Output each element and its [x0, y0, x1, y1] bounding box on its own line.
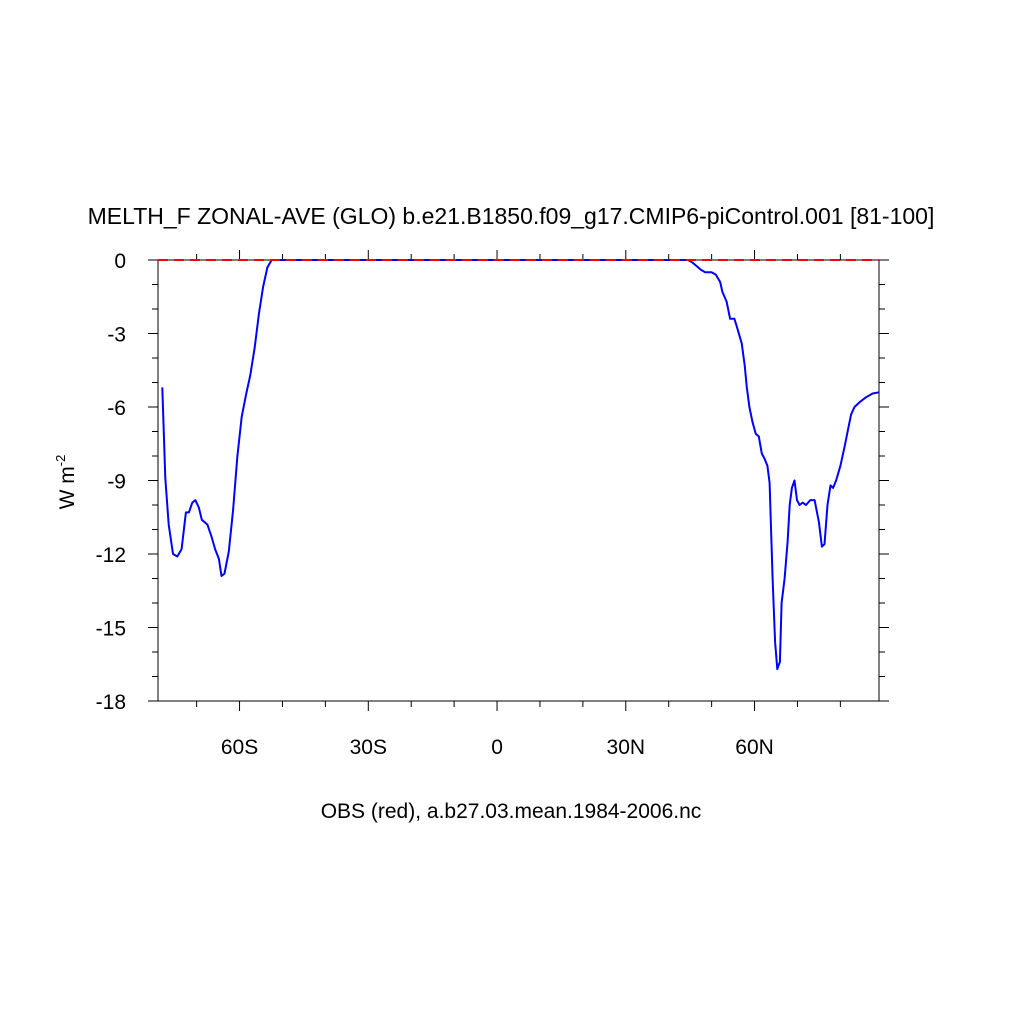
model-series-line — [161, 259, 880, 671]
x-tick-label: 60S — [221, 736, 258, 759]
plot-frame — [157, 259, 880, 702]
y-axis-label-superscript: -2 — [53, 455, 68, 467]
x-tick-label: 30N — [607, 736, 646, 759]
tick-labels: 60S 30S 0 30N 60N 0 -3 -6 -9 -12 -15 -18 — [96, 250, 774, 759]
y-tick-label: -15 — [96, 618, 126, 641]
x-tick-label: 0 — [491, 736, 503, 759]
series-layer — [158, 259, 880, 671]
y-tick-label: -3 — [107, 324, 126, 347]
x-tick-label: 30S — [350, 736, 387, 759]
y-tick-label: 0 — [114, 250, 126, 273]
y-axis-label: W m-2 — [53, 455, 79, 510]
y-tick-label: -6 — [107, 397, 126, 420]
x-tick-label: 60N — [735, 736, 774, 759]
y-tick-label: -18 — [96, 691, 126, 714]
source-footnote: OBS (red), a.b27.03.mean.1984-2006.nc — [321, 800, 702, 823]
chart-title: MELTH_F ZONAL-AVE (GLO) b.e21.B1850.f09_… — [88, 203, 935, 229]
y-axis-label-text: W m — [56, 466, 79, 509]
y-tick-label: -12 — [96, 544, 126, 567]
y-tick-label: -9 — [107, 471, 126, 494]
